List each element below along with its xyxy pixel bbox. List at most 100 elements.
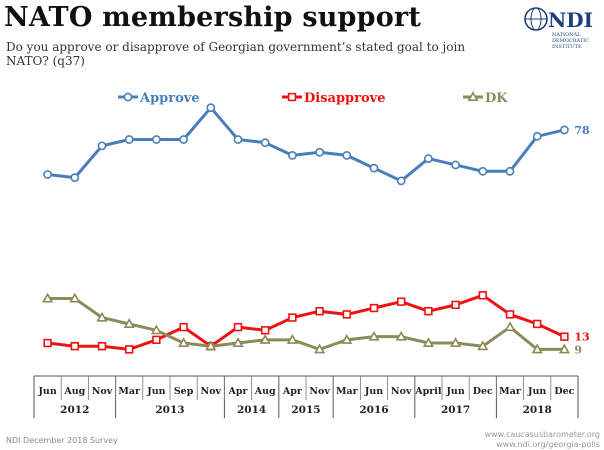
data-point-disapprove <box>369 303 379 313</box>
data-point-disapprove <box>451 300 460 310</box>
data-point-dk <box>368 330 380 341</box>
logo-text: NDI <box>548 8 593 32</box>
footer-source: NDI December 2018 Survey <box>6 436 118 445</box>
x-tick-label: Mar <box>118 386 141 397</box>
legend-label-approve: Approve <box>139 91 200 106</box>
chart-title: NATO membership support <box>4 2 422 33</box>
x-tick-label: Sep <box>174 386 194 397</box>
data-point-disapprove <box>70 341 80 351</box>
data-point-disapprove <box>125 345 134 354</box>
data-point-approve <box>151 135 161 144</box>
data-point-disapprove <box>260 326 270 335</box>
data-point-disapprove <box>478 291 487 300</box>
series-line-dk <box>47 297 565 351</box>
data-point-disapprove <box>288 313 297 322</box>
footer-site-2: www.ndi.org/georgia-polls <box>496 440 600 449</box>
data-point-disapprove <box>315 307 324 316</box>
footer-sites: www.caucasusbarometer.org www.ndi.org/ge… <box>485 430 601 450</box>
data-point-dk <box>123 318 135 328</box>
logo-line-1: NATIONAL <box>552 32 581 38</box>
data-point-approve <box>315 147 324 157</box>
x-tick-label: Jun <box>37 386 56 397</box>
data-point-approve <box>478 166 488 176</box>
x-tick-label: Nov <box>391 386 412 397</box>
data-point-disapprove <box>560 332 569 341</box>
data-label-dk: 9 <box>574 343 582 356</box>
data-point-approve <box>70 173 80 183</box>
data-label-approve: 78 <box>574 124 590 137</box>
data-point-approve <box>505 166 515 176</box>
data-point-approve <box>423 154 433 163</box>
data-point-dk <box>69 292 81 303</box>
data-point-disapprove <box>97 341 107 351</box>
legend-marker-approve <box>123 92 133 102</box>
data-point-dk <box>450 337 462 348</box>
x-year-label: 2012 <box>60 404 89 416</box>
x-year-label: 2013 <box>155 404 184 416</box>
data-point-dk <box>395 330 407 341</box>
data-point-dk <box>422 337 434 348</box>
data-point-disapprove <box>396 297 406 306</box>
data-point-disapprove <box>342 310 351 319</box>
data-point-dk <box>205 340 217 351</box>
data-point-approve <box>342 150 352 160</box>
data-point-approve <box>97 141 107 151</box>
data-point-disapprove <box>532 319 542 329</box>
legend: Approve Disapprove DK <box>118 91 508 106</box>
x-year-label: 2015 <box>291 404 320 416</box>
data-point-dk <box>558 343 570 354</box>
data-point-disapprove <box>43 338 52 348</box>
data-point-approve <box>206 103 216 113</box>
logo-line-3: INSTITUTE <box>552 44 582 50</box>
data-point-dk <box>341 334 353 344</box>
data-point-dk <box>178 337 190 348</box>
data-point-dk <box>259 334 271 344</box>
data-point-approve <box>532 131 542 141</box>
x-tick-label: Nov <box>201 386 222 397</box>
data-point-approve <box>369 163 379 173</box>
data-point-dk <box>96 311 108 322</box>
x-tick-label: Mar <box>499 386 522 397</box>
data-point-approve <box>560 125 569 135</box>
data-point-disapprove <box>179 322 188 332</box>
data-point-disapprove <box>505 310 515 319</box>
data-point-approve <box>124 135 134 144</box>
ndi-logo: NDI NATIONAL DEMOCRATIC INSTITUTE <box>522 2 602 56</box>
data-label-disapprove: 13 <box>574 331 589 344</box>
series-line-approve <box>47 106 565 183</box>
x-tick-label: Dec <box>554 386 574 397</box>
x-tick-label: Apr <box>282 386 303 397</box>
chart-subtitle: Do you approve or disapprove of Georgian… <box>6 40 466 68</box>
x-axis: Jun Aug Nov Mar Jun Sep Nov Apr Aug Apr Nov Mar Jun N… <box>33 375 579 418</box>
x-tick-label: Jun <box>445 386 464 397</box>
legend-marker-dk <box>467 91 479 101</box>
legend-label-dk: DK <box>485 91 508 106</box>
data-point-dk <box>531 343 543 354</box>
data-point-approve <box>287 150 297 160</box>
series-line-disapprove <box>47 293 566 351</box>
data-point-approve <box>179 135 188 144</box>
x-tick-label: Aug <box>254 386 276 397</box>
logo-line-2: DEMOCRATIC <box>552 38 589 44</box>
x-tick-label: Mar <box>336 386 359 397</box>
x-tick-label: April <box>414 386 442 397</box>
x-tick-label: Nov <box>92 386 113 397</box>
data-point-approve <box>396 176 406 186</box>
x-tick-label: Jun <box>146 386 165 397</box>
x-tick-label: Aug <box>63 386 85 397</box>
legend-marker-disapprove <box>287 92 297 102</box>
footer-site-1: www.caucasusbarometer.org <box>484 430 601 439</box>
data-point-approve <box>260 138 270 148</box>
x-year-label: 2016 <box>359 404 388 416</box>
data-point-dk <box>286 334 298 344</box>
x-tick-label: Nov <box>309 386 330 397</box>
data-point-dk <box>477 340 489 351</box>
x-tick-label: Jun <box>364 386 383 397</box>
data-point-approve <box>43 170 52 179</box>
series-layer: 78 139 <box>42 103 590 356</box>
x-tick-label: Apr <box>227 386 248 397</box>
x-year-label: 2014 <box>237 404 266 416</box>
x-year-label: 2017 <box>441 404 470 416</box>
data-point-approve <box>451 160 460 170</box>
